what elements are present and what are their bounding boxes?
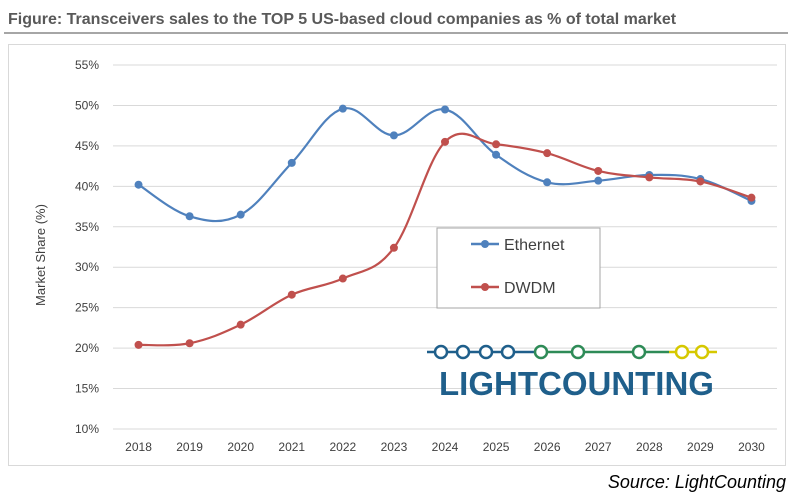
dwdm-data-point [645, 173, 654, 182]
dwdm-data-point [287, 290, 296, 299]
lightcounting-logo: LIGHTCOUNTING [427, 344, 717, 402]
x-tick-label: 2027 [585, 440, 612, 454]
ethernet-data-point [389, 131, 398, 140]
logo-ring [694, 344, 710, 360]
ethernet-data-point [492, 150, 501, 159]
chart-frame: 10% 15% 20% 25% 30% 35% 40% 45% 50% 55% 2018 2019 2… [8, 44, 786, 466]
x-tick-labels: 2018 2019 2020 2021 2022 2023 2024 2025 2026 2027… [125, 440, 765, 454]
dwdm-data-point [696, 177, 705, 186]
line-chart: 10%15%20%25%30%35%40%45%50%55% 2018 2019 2… [33, 58, 777, 454]
x-tick-label: 2030 [738, 440, 765, 454]
ethernet-data-point [543, 178, 552, 187]
y-axis-title: Market Share (%) [33, 204, 48, 306]
logo-ring [570, 344, 586, 360]
ethernet-series-line [137, 107, 752, 223]
y-tick-label: 45% [75, 139, 99, 153]
ethernet-data-point [287, 158, 296, 167]
logo-ring [478, 344, 494, 360]
y-tick-label: 10% [75, 422, 99, 436]
chart-legend: Ethernet DWDM [436, 227, 601, 309]
dwdm-data-point [594, 166, 603, 175]
y-tick-label: 50% [75, 98, 99, 112]
figure-title-bar: Figure: Transceivers sales to the TOP 5 … [4, 4, 788, 34]
logo-ring [500, 344, 516, 360]
x-tick-label: 2025 [483, 440, 510, 454]
x-tick-label: 2029 [687, 440, 714, 454]
x-tick-label: 2023 [381, 440, 408, 454]
y-tick-label: 30% [75, 260, 99, 274]
logo-light-text: LIGHT [439, 365, 538, 402]
dwdm-data-point [389, 243, 398, 252]
source-caption: Source: LightCounting [607, 472, 786, 492]
logo-ring [631, 344, 647, 360]
figure-title: Figure: Transceivers sales to the TOP 5 … [8, 11, 677, 28]
ethernet-data-point [338, 104, 347, 113]
x-tick-label: 2018 [125, 440, 152, 454]
ethernet-data-point [134, 180, 143, 189]
ethernet-data-point [441, 105, 449, 114]
x-tick-label: 2024 [432, 440, 459, 454]
legend-box [436, 227, 601, 309]
ethernet-data-point [236, 210, 245, 219]
dwdm-data-point [134, 340, 143, 349]
dwdm-data-point [441, 137, 449, 146]
logo-ring [433, 344, 449, 360]
x-tick-label: 2020 [227, 440, 254, 454]
legend-ethernet-marker [481, 240, 489, 248]
logo-dot-line [427, 344, 717, 360]
dwdm-data-point [492, 140, 501, 149]
series-layer [134, 104, 756, 349]
logo-wordmark: LIGHTCOUNTING [439, 365, 714, 402]
dwdm-data-point [747, 193, 756, 202]
ethernet-data-point [594, 176, 603, 185]
legend-dwdm-marker [481, 283, 489, 291]
y-tick-label: 55% [75, 58, 99, 72]
logo-ring [455, 344, 471, 360]
dwdm-data-point [185, 339, 194, 348]
dwdm-data-point [236, 320, 245, 329]
logo-ring [674, 344, 690, 360]
x-tick-label: 2022 [329, 440, 356, 454]
x-tick-label: 2019 [176, 440, 203, 454]
y-tick-label: 15% [75, 382, 99, 396]
dwdm-data-point [543, 149, 552, 158]
y-tick-label: 25% [75, 301, 99, 315]
logo-ring [533, 344, 549, 360]
y-tick-label: 20% [75, 341, 99, 355]
ethernet-data-point [185, 212, 194, 221]
y-tick-label: 35% [75, 220, 99, 234]
logo-counting-text: COUNTING [538, 365, 714, 402]
y-tick-labels: 10% 15% 20% 25% 30% 35% 40% 45% 50% 55% [75, 58, 99, 436]
x-tick-label: 2021 [278, 440, 305, 454]
x-tick-label: 2028 [636, 440, 663, 454]
dwdm-data-point [338, 274, 347, 283]
legend-ethernet-label: Ethernet [504, 237, 565, 254]
legend-dwdm-label: DWDM [504, 280, 556, 297]
y-tick-label: 40% [75, 179, 99, 193]
x-tick-label: 2026 [534, 440, 561, 454]
